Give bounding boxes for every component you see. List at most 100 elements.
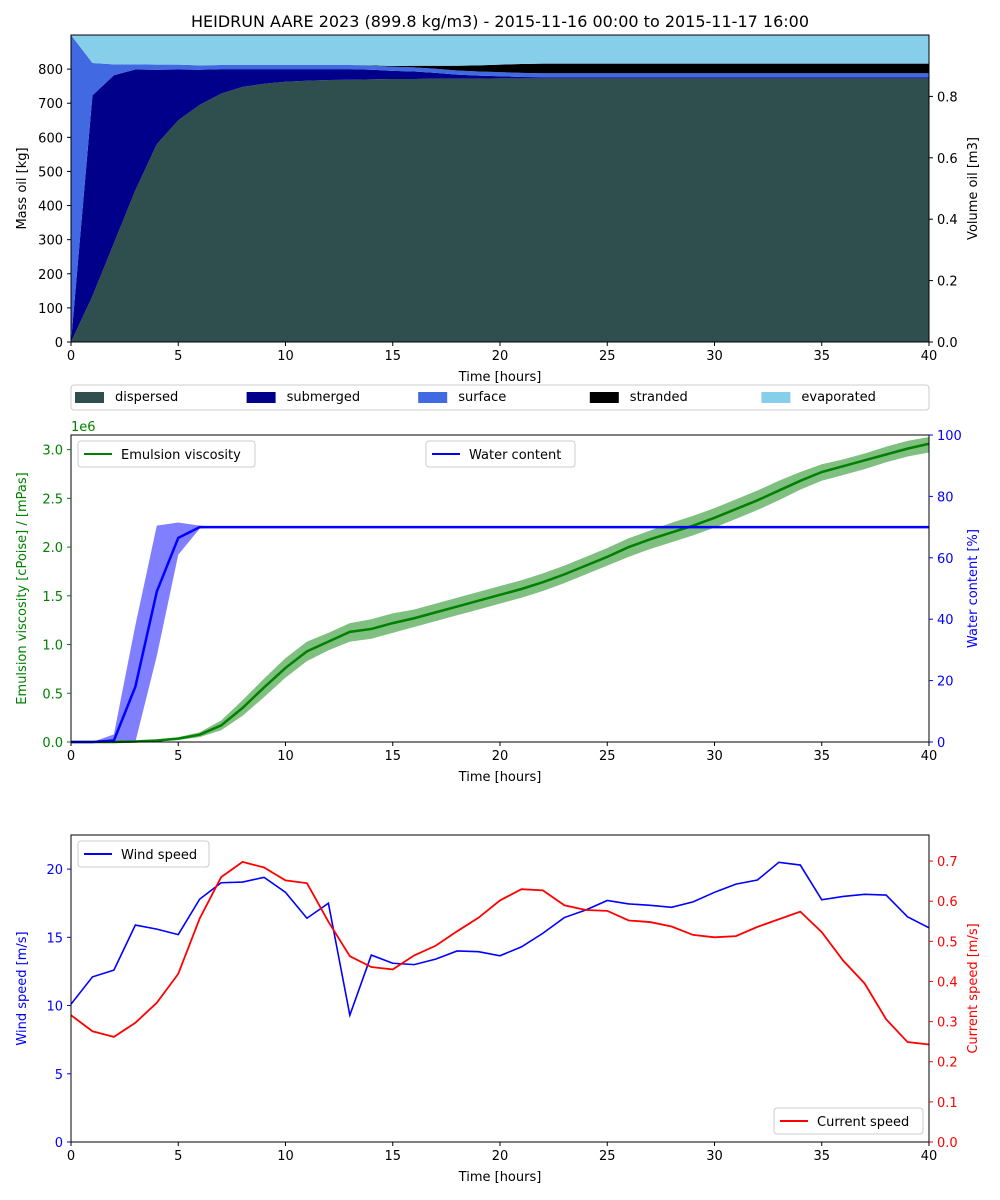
y-right-tick-label: 100	[937, 429, 962, 444]
y-tick-label: 600	[38, 131, 63, 146]
legend-swatch-evaporated	[761, 392, 791, 403]
area-evaporated	[71, 35, 929, 67]
mass-budget-chart: 0 5 10 15 20 25 30 35 40 Time [hours] 0 100 200 300 40…	[15, 34, 981, 411]
water-content-band	[71, 522, 929, 742]
y-tick-label: 2.5	[42, 492, 63, 507]
legend-label-evaporated: evaporated	[801, 390, 876, 405]
figure-title: HEIDRUN AARE 2023 (899.8 kg/m3) - 2015-1…	[191, 12, 809, 31]
y-right-tick-label: 0.4	[937, 975, 958, 990]
y-tick-label: 800	[38, 63, 63, 78]
x-tick-label: 30	[706, 749, 723, 764]
legend-label-surface: surface	[458, 390, 506, 405]
y-tick-label: 400	[38, 200, 63, 215]
y-tick-label: 0	[55, 336, 63, 351]
y-tick-label: 15	[46, 931, 63, 946]
y-right-tick-label: 0.2	[937, 275, 958, 290]
y-tick-label: 700	[38, 97, 63, 112]
x-tick-label: 0	[67, 1149, 75, 1164]
y-right-tick-label: 20	[937, 675, 954, 690]
x-tick-label: 25	[599, 349, 616, 364]
x-tick-label: 15	[384, 1149, 401, 1164]
y-axis-label: Wind speed [m/s]	[15, 931, 30, 1045]
y-right-tick-label: 40	[937, 613, 954, 628]
x-tick-label: 30	[706, 349, 723, 364]
y-right-tick-label: 0.5	[937, 935, 958, 950]
y-tick-label: 1.5	[42, 590, 63, 605]
x-tick-label: 20	[492, 1149, 509, 1164]
x-tick-label: 10	[277, 1149, 294, 1164]
emulsion-chart: 0 5 10 15 20 25 30 35 40 Time [hours] 0.0 0.5 1.0 1.5…	[15, 420, 981, 785]
y-right-tick-label: 0.0	[937, 336, 958, 351]
y-tick-label: 1.0	[42, 639, 63, 654]
x-tick-label: 0	[67, 749, 75, 764]
legend-box	[425, 440, 576, 468]
legend-swatch-stranded	[589, 392, 619, 403]
y-right-tick-label: 0.7	[937, 855, 958, 870]
x-tick-label: 40	[921, 349, 938, 364]
y-right-tick-label: 0.3	[937, 1016, 958, 1031]
x-tick-label: 10	[277, 349, 294, 364]
viscosity-band	[71, 436, 929, 742]
area-dispersed	[71, 78, 929, 342]
y-axis-label: Emulsion viscosity [cPoise] / [mPas]	[15, 472, 30, 704]
y-right-axis-label: Current speed [m/s]	[966, 923, 981, 1053]
current-speed-line	[70, 860, 930, 1046]
y-right-tick-label: 0.8	[937, 90, 958, 105]
y-tick-label: 500	[38, 165, 63, 180]
plot-frame	[70, 834, 930, 1143]
x-tick-label: 25	[599, 749, 616, 764]
legend-label: Water content	[469, 448, 561, 463]
y-tick-label: 200	[38, 268, 63, 283]
x-tick-label: 20	[492, 749, 509, 764]
x-tick-label: 20	[492, 349, 509, 364]
legend-label-dispersed: dispersed	[115, 390, 178, 405]
legend-label: Emulsion viscosity	[121, 448, 241, 463]
x-tick-label: 5	[174, 749, 182, 764]
x-tick-label: 25	[599, 1149, 616, 1164]
x-tick-label: 40	[921, 749, 938, 764]
legend-label-submerged: submerged	[287, 390, 361, 405]
y-tick-label: 0	[55, 1136, 63, 1151]
x-tick-label: 5	[174, 1149, 182, 1164]
legend-box	[773, 1107, 924, 1135]
area-surface	[71, 35, 929, 342]
y-tick-label: 100	[38, 302, 63, 317]
y-tick-label: 2.0	[42, 541, 63, 556]
y-right-tick-label: 60	[937, 552, 954, 567]
wind-speed-line	[70, 861, 930, 1019]
y-right-axis-label: Water content [%]	[966, 529, 981, 648]
legend-box	[77, 840, 210, 868]
legend-label-stranded: stranded	[630, 390, 688, 405]
x-axis-label: Time [hours]	[458, 770, 542, 785]
y-tick-label: 20	[46, 863, 63, 878]
x-tick-label: 5	[174, 349, 182, 364]
area-submerged	[71, 69, 929, 343]
y-tick-label: 3.0	[42, 444, 63, 459]
y-right-tick-label: 0.2	[937, 1056, 958, 1071]
x-tick-label: 0	[67, 349, 75, 364]
legend-box	[70, 384, 930, 411]
legend-label: Wind speed	[121, 848, 197, 863]
y-right-tick-label: 0.4	[937, 213, 958, 228]
area-stranded	[71, 35, 929, 74]
x-axis-label: Time [hours]	[458, 1170, 542, 1185]
y-right-tick-label: 80	[937, 490, 954, 505]
x-tick-label: 40	[921, 1149, 938, 1164]
wind-current-chart: 0 5 10 15 20 25 30 35 40 Time [hours] 0 5 10 15 20 Wind…	[15, 834, 981, 1185]
x-tick-label: 15	[384, 749, 401, 764]
x-axis-label: Time [hours]	[458, 370, 542, 385]
viscosity-line	[71, 442, 930, 744]
x-tick-label: 35	[813, 749, 830, 764]
x-tick-label: 35	[813, 1149, 830, 1164]
y-right-tick-label: 0.1	[937, 1096, 958, 1111]
water-content-line	[71, 525, 929, 744]
legend-swatch-surface	[418, 392, 448, 403]
y-tick-label: 0.0	[42, 736, 63, 751]
y-right-tick-label: 0	[937, 736, 945, 751]
y-right-tick-label: 0.0	[937, 1136, 958, 1151]
y-right-tick-label: 0.6	[937, 895, 958, 910]
y-axis-label: Mass oil [kg]	[15, 147, 30, 229]
y-tick-label: 0.5	[42, 687, 63, 702]
legend-swatch-dispersed	[75, 392, 104, 403]
